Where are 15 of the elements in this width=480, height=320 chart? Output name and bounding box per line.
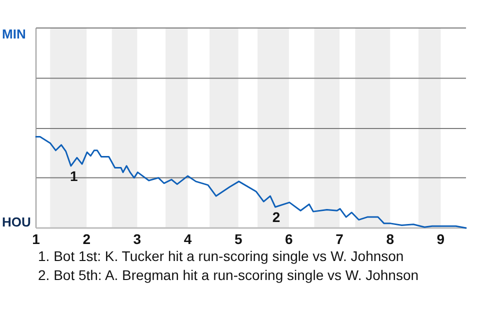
text: 2. Bot 5th: A. Bregman hit a run-scoring single vs W. Johnson [38,266,419,283]
x-tick-label: 5 [234,230,242,247]
x-tick-label: 3 [133,230,142,247]
x-tick-label: 4 [184,230,192,247]
x-tick-label: 2 [82,230,91,247]
x-tick-label: 9 [436,230,445,247]
x-tick-label: 1 [32,230,40,247]
x-tick-label: 6 [285,230,294,247]
text: MIN [2,26,26,42]
annotation: 2 [272,208,280,225]
annotation: 1 [70,168,78,184]
text: 1. Bot 1st: K. Tucker hit a run-scoring single vs W. Johnson [38,248,404,264]
x-tick-label: 7 [336,230,344,247]
x-tick-label: 8 [386,230,394,247]
text: HOU [2,214,31,230]
